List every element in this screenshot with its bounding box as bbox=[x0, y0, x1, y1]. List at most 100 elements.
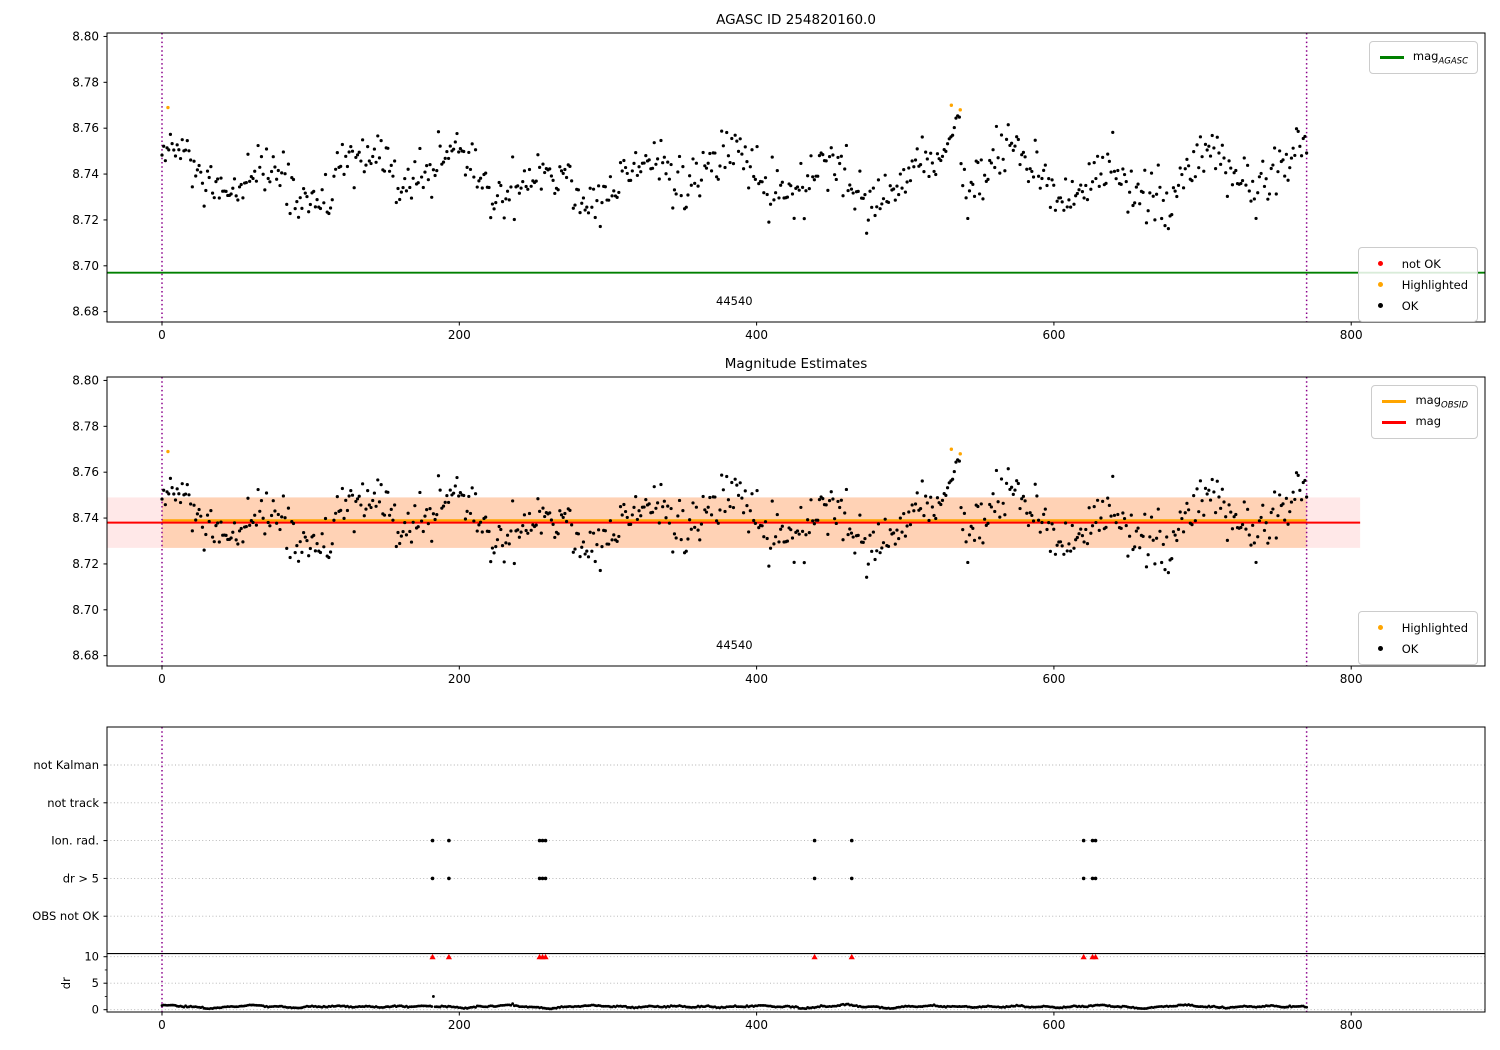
ok-point bbox=[1244, 183, 1248, 187]
ok-point bbox=[352, 530, 356, 534]
ok-point bbox=[342, 516, 346, 520]
x-tick-label: 0 bbox=[158, 328, 166, 342]
ok-point bbox=[713, 495, 717, 499]
ok-point bbox=[774, 191, 778, 195]
ok-point bbox=[1101, 499, 1105, 504]
ok-point bbox=[817, 497, 822, 502]
ok-point bbox=[922, 170, 926, 174]
ok-point bbox=[630, 513, 634, 517]
ok-point bbox=[239, 526, 243, 531]
ok-point bbox=[868, 189, 872, 193]
ok-point bbox=[929, 151, 933, 155]
highlighted-point bbox=[166, 449, 170, 454]
ok-point bbox=[258, 509, 262, 513]
ok-point bbox=[1050, 178, 1054, 182]
ok-point bbox=[1016, 481, 1020, 486]
dr-trace bbox=[160, 995, 1309, 1011]
ok-point bbox=[499, 527, 503, 532]
x-tick-label: 800 bbox=[1340, 328, 1363, 342]
ok-point bbox=[197, 507, 201, 512]
y-tick-label: 8.80 bbox=[72, 29, 99, 43]
ok-point bbox=[293, 551, 297, 555]
ok-point bbox=[1006, 123, 1010, 127]
ok-point bbox=[998, 171, 1002, 175]
ok-point bbox=[591, 531, 596, 535]
ok-point bbox=[878, 207, 882, 211]
ok-point bbox=[829, 490, 833, 494]
ok-point bbox=[1146, 553, 1150, 557]
highlighted-point bbox=[949, 103, 954, 107]
ok-point bbox=[1134, 529, 1138, 533]
ok-point bbox=[790, 536, 795, 540]
ok-point bbox=[721, 488, 725, 492]
ok-point bbox=[991, 492, 995, 496]
ok-point bbox=[1294, 471, 1299, 475]
ok-point bbox=[1011, 492, 1015, 496]
ok-point bbox=[789, 184, 793, 188]
ok-point bbox=[718, 508, 722, 512]
ok-point bbox=[610, 538, 614, 542]
ok-point bbox=[1271, 507, 1275, 511]
ok-point bbox=[989, 505, 993, 509]
ok-point bbox=[275, 177, 279, 181]
ok-point bbox=[1129, 169, 1133, 173]
ok-point bbox=[232, 177, 237, 181]
ok-point bbox=[924, 150, 928, 154]
ok-point bbox=[720, 129, 724, 133]
ok-point bbox=[398, 541, 402, 546]
ok-point bbox=[1097, 528, 1101, 532]
ok-point bbox=[1249, 199, 1253, 203]
mag-obsid-line-swatch bbox=[1382, 400, 1407, 403]
ok-point bbox=[224, 189, 228, 193]
ok-point bbox=[1104, 181, 1108, 185]
ok-point bbox=[275, 521, 279, 525]
ok-point bbox=[637, 509, 641, 513]
ok-point bbox=[244, 180, 248, 185]
ok-point bbox=[634, 151, 638, 155]
ok-point bbox=[1119, 182, 1123, 186]
ok-point bbox=[762, 191, 766, 195]
ok-point bbox=[280, 171, 284, 175]
ok-point bbox=[357, 494, 361, 498]
ok-point bbox=[1144, 565, 1149, 569]
x-tick-label: 200 bbox=[448, 1018, 471, 1032]
ok-point bbox=[382, 169, 387, 173]
ok-point bbox=[441, 160, 446, 164]
ok-point bbox=[699, 522, 704, 526]
ok-point bbox=[664, 516, 668, 520]
ok-point bbox=[322, 201, 326, 205]
ok-point bbox=[1185, 501, 1189, 505]
ok-point bbox=[426, 522, 430, 526]
ok-point bbox=[851, 191, 855, 195]
ok-point bbox=[216, 177, 220, 181]
ok-point bbox=[1030, 513, 1034, 518]
ok-point bbox=[846, 532, 850, 537]
ok-point bbox=[986, 521, 990, 525]
ok-point bbox=[519, 530, 523, 534]
highlighted-point bbox=[166, 105, 170, 110]
ok-point bbox=[386, 490, 390, 494]
ok-point bbox=[721, 144, 725, 148]
ok-point bbox=[433, 517, 437, 522]
ok-point bbox=[888, 184, 892, 188]
ok-point bbox=[698, 538, 702, 542]
ok-point bbox=[430, 539, 434, 543]
ok-point bbox=[1021, 150, 1026, 155]
ok-point bbox=[945, 142, 950, 146]
ok-point bbox=[876, 178, 881, 182]
ok-point bbox=[391, 174, 395, 178]
ok-point bbox=[377, 500, 382, 504]
ok-point bbox=[615, 195, 619, 199]
ok-point bbox=[988, 158, 992, 163]
ok-point bbox=[686, 537, 690, 541]
ok-point bbox=[657, 521, 661, 525]
ok-point bbox=[608, 519, 613, 523]
ok-point bbox=[897, 192, 901, 197]
ok-point bbox=[603, 529, 607, 533]
ok-point bbox=[470, 142, 474, 146]
ok-point bbox=[629, 178, 633, 182]
ok-point bbox=[435, 513, 439, 517]
ok-point bbox=[445, 149, 449, 154]
ok-point bbox=[1092, 505, 1096, 509]
ok-point bbox=[1111, 474, 1115, 478]
